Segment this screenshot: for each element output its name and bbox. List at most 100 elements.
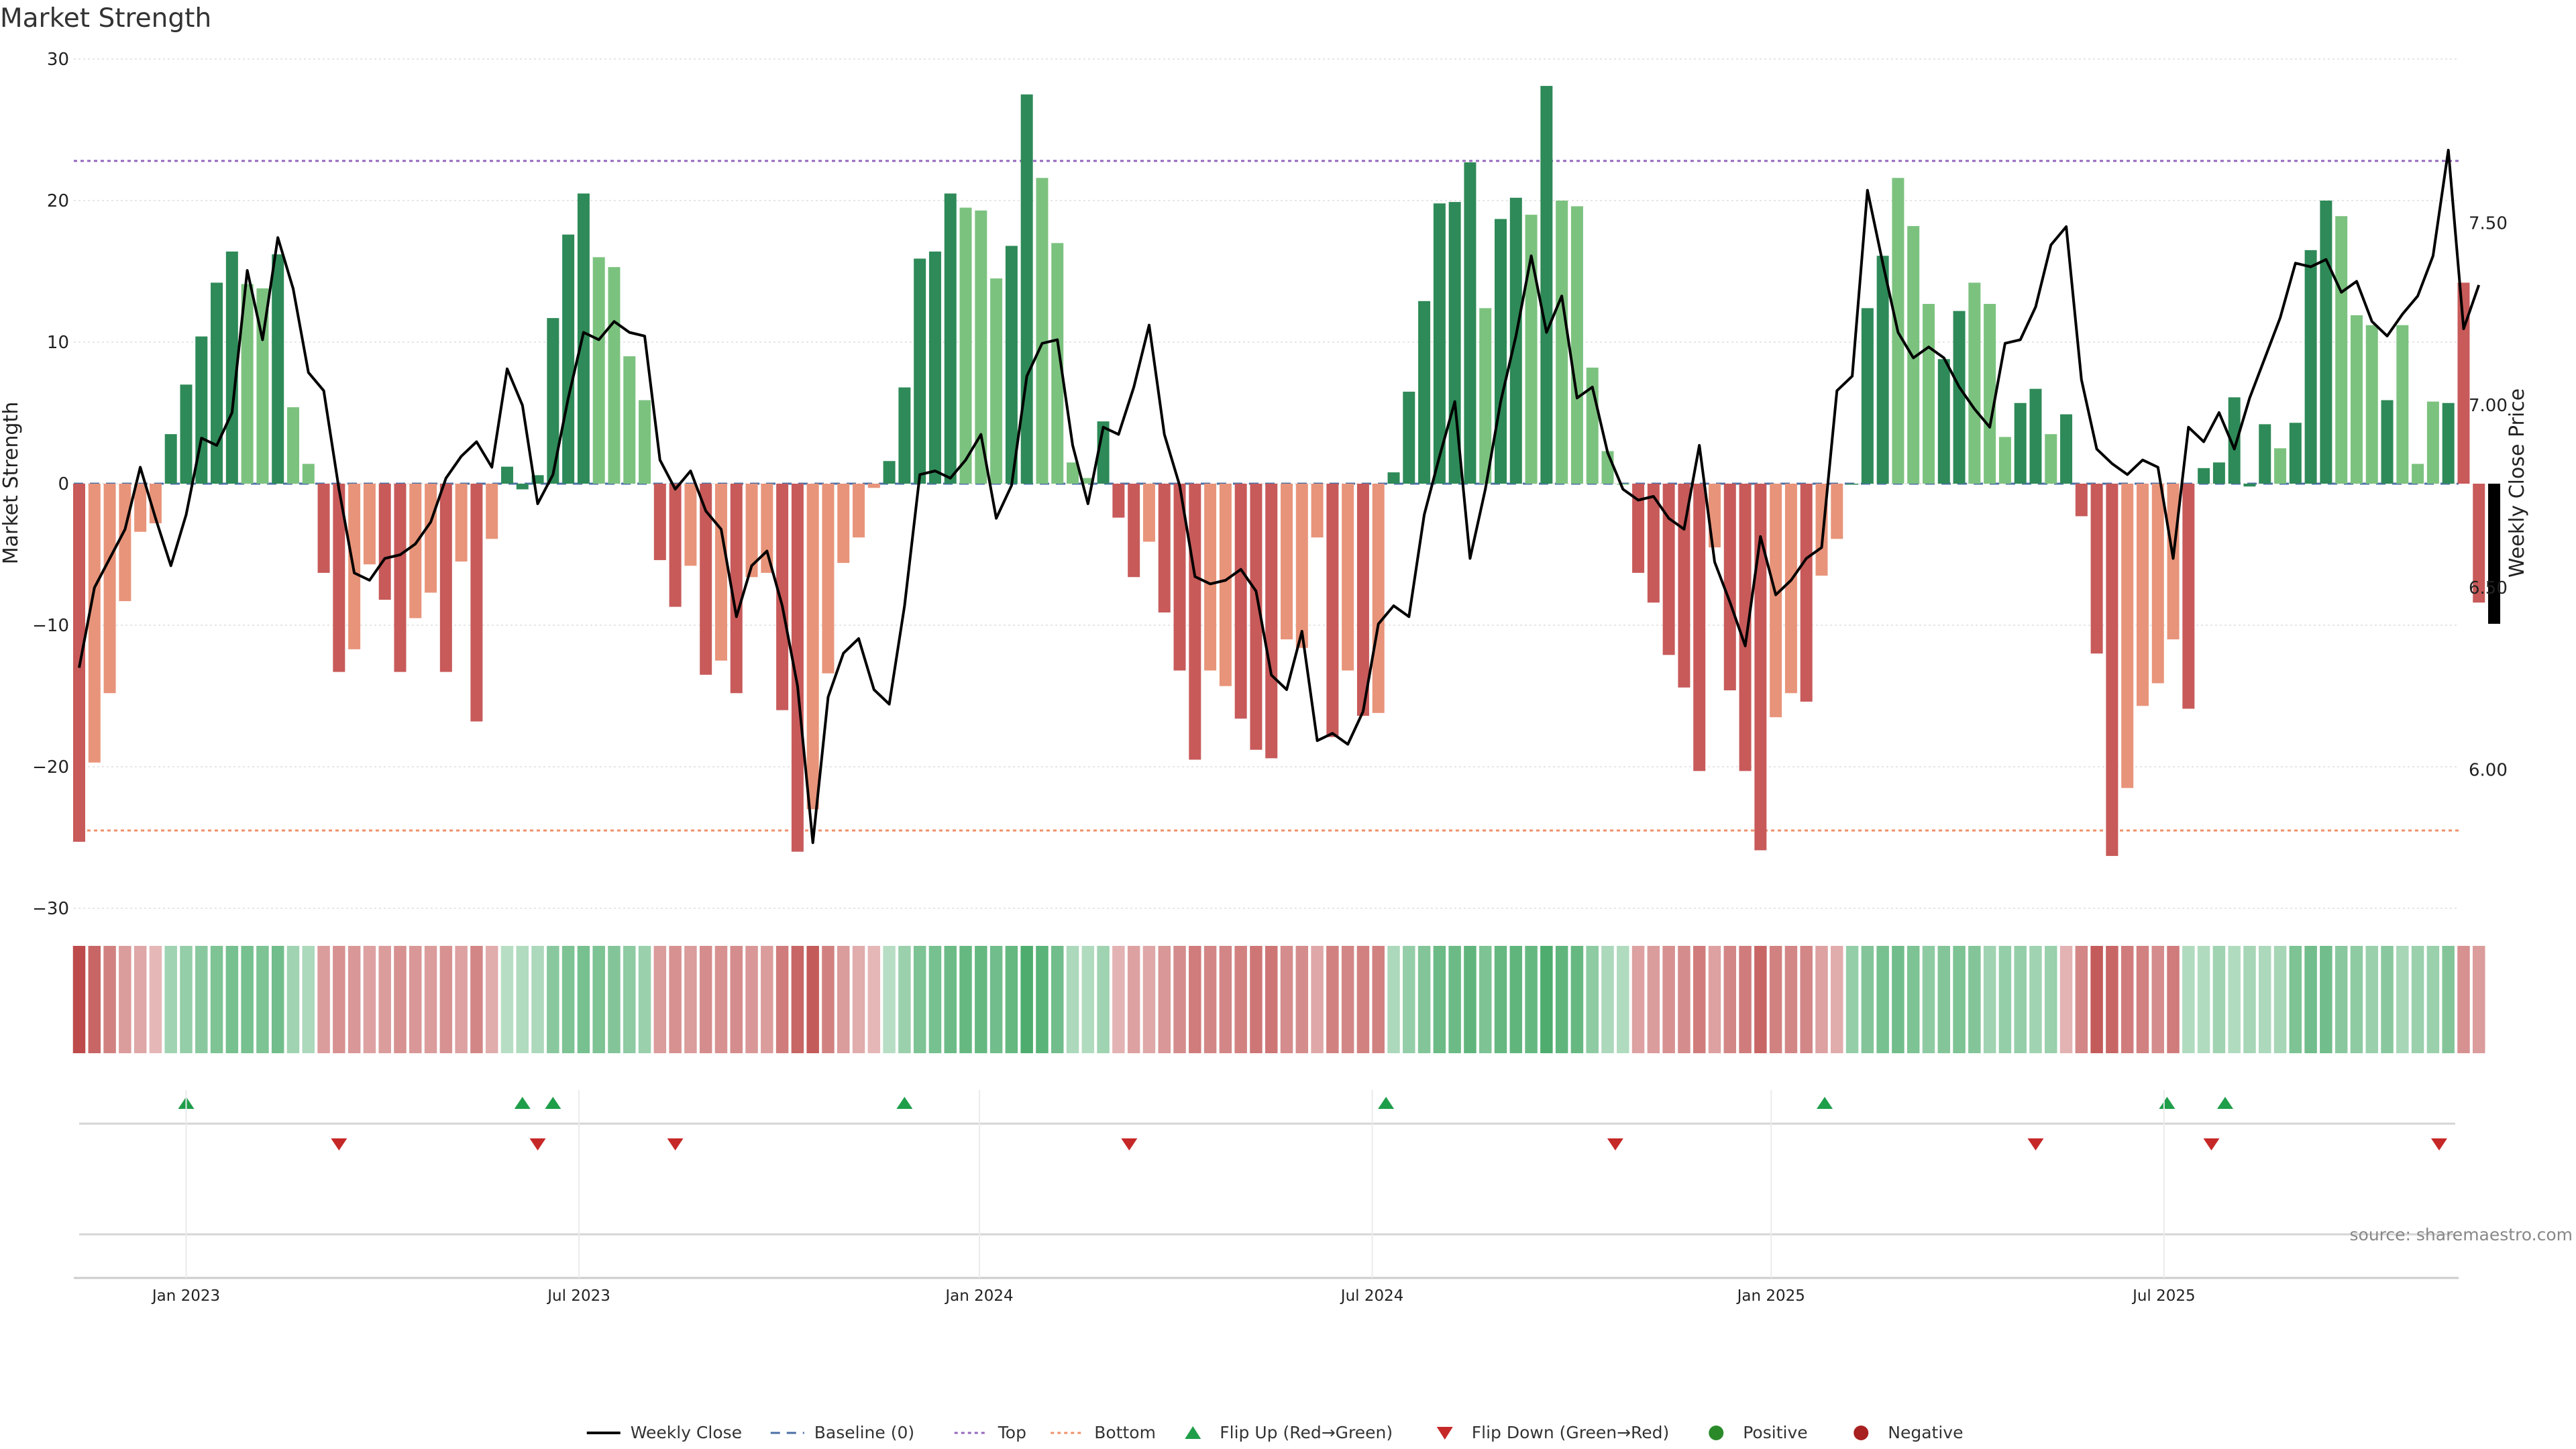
strip-cell	[638, 946, 651, 1053]
strip-cell	[2151, 946, 2165, 1053]
strip-cell	[394, 946, 407, 1053]
x-tick-label: Jan 2025	[1736, 1287, 1805, 1305]
strip-cell	[2197, 946, 2210, 1053]
strip-cell	[195, 946, 208, 1053]
strength-bar	[2396, 325, 2409, 484]
strength-bar	[1678, 484, 1690, 688]
strength-bar	[1647, 484, 1660, 603]
strip-cell	[133, 946, 147, 1053]
legend-item: Weekly Close	[586, 1423, 742, 1442]
weekly-close-polyline	[78, 148, 2481, 845]
legend-item: Flip Down (Green→Red)	[1436, 1423, 1670, 1442]
strength-bar	[164, 434, 177, 484]
strength-bar	[1265, 484, 1278, 759]
strength-bar	[1128, 484, 1140, 578]
strip-cell	[1861, 946, 1874, 1053]
legend-item: Bottom	[1051, 1423, 1156, 1442]
strength-bar	[2198, 468, 2210, 484]
strip-cell	[2045, 946, 2057, 1053]
strip-cell	[516, 946, 529, 1053]
strength-bar	[2106, 484, 2118, 856]
flip-markers	[79, 1097, 2455, 1236]
strength-bar	[2090, 484, 2103, 654]
strip-cell	[439, 946, 453, 1053]
strip-cell	[1203, 946, 1217, 1053]
strip-cell	[2106, 946, 2118, 1053]
strength-bar	[2136, 484, 2149, 706]
legend-item: Negative	[1854, 1423, 1963, 1442]
strength-bar	[1418, 301, 1431, 484]
flip-up-marker	[1378, 1097, 1395, 1109]
strength-bar	[2304, 250, 2317, 484]
strength-bar	[1281, 484, 1293, 640]
strength-bar	[822, 484, 835, 674]
weekly-close-line	[78, 148, 2481, 845]
strength-bar	[653, 484, 666, 560]
strip-cell	[2304, 946, 2317, 1053]
strip-cell	[547, 946, 559, 1053]
strength-bar	[1219, 484, 1232, 686]
strip-cell	[730, 946, 743, 1053]
strip-cell	[2182, 946, 2195, 1053]
strength-bar	[547, 318, 559, 484]
strip-cell	[1586, 946, 1599, 1053]
right-axis-ticks: 7.50 7.00 6.50 6.00	[2469, 214, 2508, 781]
strength-bar	[1984, 304, 1996, 484]
strip-cell	[2243, 946, 2256, 1053]
strip-cell	[1815, 946, 1828, 1053]
strip-cell	[1189, 946, 1201, 1053]
strength-bar	[378, 484, 391, 600]
strip-cell	[1845, 946, 1859, 1053]
strip-cell	[669, 946, 682, 1053]
strip-cell	[745, 946, 758, 1053]
y-axis-label-right: Weekly Close Price	[2506, 388, 2529, 578]
strip-cell	[500, 946, 514, 1053]
legend-item: Positive	[1709, 1423, 1808, 1442]
strip-cell	[347, 946, 361, 1053]
strength-bar	[1112, 484, 1125, 518]
flip-up-marker	[514, 1097, 531, 1109]
strip-cell	[944, 946, 957, 1053]
strength-bar	[944, 193, 957, 484]
strip-cell	[1097, 946, 1110, 1053]
strip-cell	[928, 946, 942, 1053]
strip-cell	[1066, 946, 1079, 1053]
strength-bar	[134, 484, 147, 532]
strength-bar	[1922, 304, 1935, 484]
strip-cell	[2075, 946, 2088, 1053]
strength-bar	[2151, 484, 2164, 684]
x-tick-label: Jul 2024	[1340, 1287, 1404, 1305]
strength-bar	[1005, 246, 1018, 484]
strip-cell	[2426, 946, 2440, 1053]
strip-cell	[409, 946, 422, 1053]
y-tick-right: 6.00	[2469, 761, 2508, 781]
strength-bar	[1876, 256, 1889, 484]
strip-cell	[210, 946, 223, 1053]
strength-bar	[103, 484, 116, 694]
legend-label: Top	[998, 1423, 1026, 1442]
strength-bar	[256, 288, 269, 484]
strength-bar	[914, 258, 926, 484]
strip-cell	[883, 946, 896, 1053]
strip-cell	[2273, 946, 2287, 1053]
strength-bar	[761, 484, 773, 573]
strip-cell	[1479, 946, 1492, 1053]
strip-cell	[1937, 946, 1951, 1053]
strength-bar	[425, 484, 437, 593]
y-tick-right: 7.00	[2469, 396, 2508, 416]
strength-bar	[394, 484, 407, 672]
strip-cell	[1525, 946, 1538, 1053]
strip-cell	[714, 946, 728, 1053]
strength-bar	[470, 484, 483, 722]
strip-cell	[1387, 946, 1400, 1053]
legend-label: Flip Down (Green→Red)	[1472, 1423, 1670, 1442]
strength-bar	[1234, 484, 1247, 719]
strength-bar	[1723, 484, 1736, 691]
strength-bar	[1540, 86, 1553, 484]
strength-bar	[2274, 448, 2287, 484]
strip-cell	[761, 946, 773, 1053]
strength-bar	[684, 484, 697, 566]
strip-cell	[1265, 946, 1278, 1053]
strength-bar	[1142, 484, 1155, 542]
strength-bar	[883, 461, 896, 484]
